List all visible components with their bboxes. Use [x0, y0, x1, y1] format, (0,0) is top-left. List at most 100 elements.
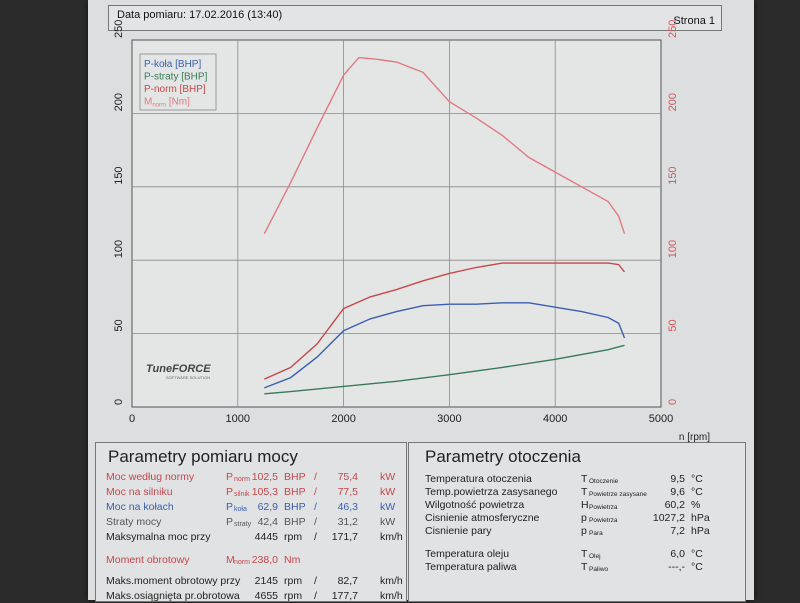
param-unit-2: kW — [380, 516, 396, 528]
env-symbol: T — [581, 486, 588, 498]
param-label: Maks.moment obrotowy przy — [106, 575, 241, 587]
y-left-tick-label: 100 — [113, 240, 125, 258]
param-separator: / — [314, 516, 317, 528]
env-unit: °C — [691, 561, 703, 573]
env-unit: °C — [691, 473, 703, 485]
param-unit-2: kW — [380, 471, 396, 483]
param-symbol-subscript: koła — [234, 506, 247, 513]
param-value-2: 77,5 — [337, 486, 358, 498]
param-value-2: 177,7 — [331, 590, 358, 602]
param-symbol: P — [226, 501, 234, 513]
env-label: Cisnienie pary — [425, 525, 492, 537]
param-unit-1: BHP — [284, 486, 306, 498]
param-value-1: 102,5 — [251, 471, 278, 483]
env-symbol-subscript: Olej — [589, 553, 601, 560]
y-right-tick-label: 150 — [667, 166, 679, 184]
power-param-row: Maks.osiągnięta pr.obrotowa 4655 rpm / 177,7… — [106, 590, 403, 603]
param-symbol: M — [226, 554, 235, 566]
param-unit-1: rpm — [284, 590, 303, 602]
param-separator: / — [314, 486, 317, 498]
env-value: ---,- — [668, 561, 685, 573]
env-symbol: p — [581, 525, 587, 537]
param-label: Straty mocy — [106, 516, 162, 528]
y-right-tick-label: 200 — [667, 93, 679, 111]
environment-parameters-panel: Parametry otoczenia Temperatura otoczeni… — [408, 442, 746, 602]
param-separator: / — [314, 471, 317, 483]
param-separator: / — [314, 590, 317, 602]
param-unit-1: BHP — [284, 516, 306, 528]
env-label: Temp.powietrza zasysanego — [425, 486, 558, 498]
env-unit: °C — [691, 548, 703, 560]
param-unit-2: kW — [380, 501, 396, 513]
param-label: Moc według normy — [106, 471, 195, 483]
param-unit-1: rpm — [284, 531, 303, 543]
param-label: Maks.osiągnięta pr.obrotowa — [106, 590, 240, 602]
param-value-2: 46,3 — [337, 501, 358, 513]
param-separator: / — [314, 501, 317, 513]
env-symbol-subscript: Otoczenie — [589, 478, 619, 485]
y-left-tick-label: 0 — [113, 399, 125, 405]
measurement-date: Data pomiaru: 17.02.2016 (13:40) — [117, 9, 283, 21]
environment-param-row: Temperatura paliwa T Paliwo ---,- °C — [425, 561, 741, 574]
legend-entry: P-norm [BHP] — [144, 84, 206, 95]
y-left-tick-label: 150 — [113, 166, 125, 184]
series-line — [263, 56, 626, 235]
env-value: 6,0 — [670, 548, 685, 560]
param-unit-2: km/h — [380, 575, 403, 587]
env-unit: hPa — [691, 512, 710, 524]
env-symbol-subscript: Paliwo — [589, 566, 609, 573]
power-parameters-panel: Parametry pomiaru mocy Moc według normy P… — [95, 442, 407, 602]
param-value-1: 42,4 — [257, 516, 278, 528]
env-unit: °C — [691, 486, 703, 498]
env-label: Temperatura otoczenia — [425, 473, 532, 485]
power-panel-title: Parametry pomiaru mocy — [108, 447, 298, 466]
param-unit-1: BHP — [284, 471, 306, 483]
param-value-1: 4445 — [254, 531, 278, 543]
param-symbol-subscript: silnik — [234, 491, 250, 498]
y-left-tick-label: 200 — [113, 93, 125, 111]
environment-param-row: Cisnienie pary p Para 7,2 hPa — [425, 525, 741, 538]
environment-panel-title: Parametry otoczenia — [425, 447, 581, 466]
y-left-tick-label: 50 — [113, 319, 125, 331]
power-param-row: Maksymalna moc przy 4445 rpm / 171,7 km/h — [106, 531, 403, 544]
param-value-2: 31,2 — [337, 516, 358, 528]
param-value-2: 82,7 — [337, 575, 358, 587]
series-line — [264, 302, 626, 389]
param-value-1: 62,9 — [257, 501, 278, 513]
param-value-1: 4655 — [254, 590, 278, 602]
param-unit-1: Nm — [284, 554, 301, 566]
legend-entry: Mnorm [Nm] — [144, 97, 190, 109]
environment-param-row: Cisnienie atmosferyczne p Powietrza 1027,2 h… — [425, 512, 741, 525]
y-right-tick-label: 250 — [667, 20, 679, 38]
param-symbol: P — [226, 516, 234, 528]
y-right-tick-label: 100 — [667, 240, 679, 258]
series-line — [264, 262, 626, 380]
env-value: 7,2 — [670, 525, 685, 537]
param-value-1: 2145 — [254, 575, 278, 587]
x-tick-label: 5000 — [649, 413, 673, 425]
param-value-2: 171,7 — [331, 531, 358, 543]
param-value-1: 105,3 — [251, 486, 278, 498]
environment-param-row: Temperatura otoczenia T Otoczenie 9,5 °C — [425, 473, 741, 486]
y-right-tick-label: 0 — [667, 399, 679, 405]
env-symbol: T — [581, 473, 588, 485]
param-unit-2: km/h — [380, 531, 403, 543]
env-symbol-subscript: Powietrza — [589, 517, 618, 524]
report-header: Data pomiaru: 17.02.2016 (13:40) Strona … — [108, 5, 722, 31]
x-tick-label: 1000 — [226, 413, 250, 425]
environment-param-row: Temp.powietrza zasysanego T Powietrze zasy… — [425, 486, 741, 499]
env-symbol-subscript: Para — [589, 530, 603, 537]
param-separator: / — [314, 575, 317, 587]
param-unit-1: BHP — [284, 501, 306, 513]
page-number: Strona 1 — [673, 15, 715, 27]
power-param-row: Maks.moment obrotowy przy 2145 rpm / 82,7 km/… — [106, 575, 403, 588]
param-unit-2: km/h — [380, 590, 403, 602]
param-label: Moc na silniku — [106, 486, 173, 498]
param-symbol-subscript: norm — [234, 559, 250, 566]
